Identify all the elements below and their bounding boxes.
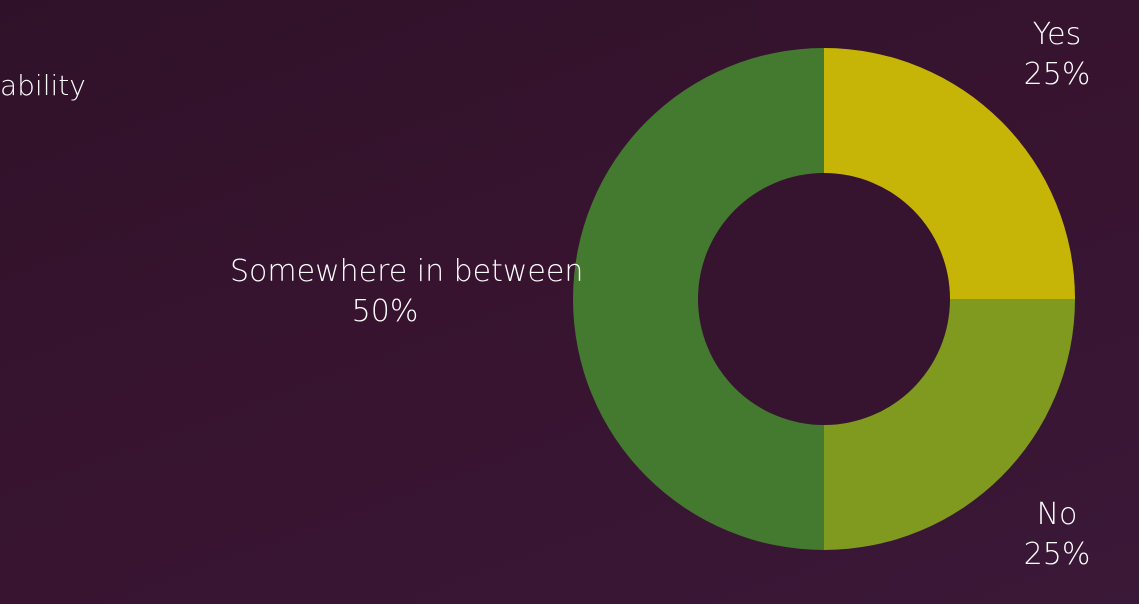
slice-label-somewhere-in-between: Somewhere in between 50% (230, 252, 584, 332)
chart-title-fragment: ability (0, 69, 86, 102)
slice-label-between-category: Somewhere in between (230, 254, 584, 289)
slice-label-no: No 25% (1002, 495, 1112, 575)
slice-label-between-value: 50% (351, 294, 419, 329)
donut-hole (698, 173, 950, 425)
slice-label-yes: Yes 25% (1002, 15, 1112, 95)
slice-label-yes-category: Yes (1032, 17, 1082, 52)
slice-label-no-category: No (1036, 497, 1078, 532)
slice-label-no-value: 25% (1023, 537, 1091, 572)
slice-label-yes-value: 25% (1023, 57, 1091, 92)
